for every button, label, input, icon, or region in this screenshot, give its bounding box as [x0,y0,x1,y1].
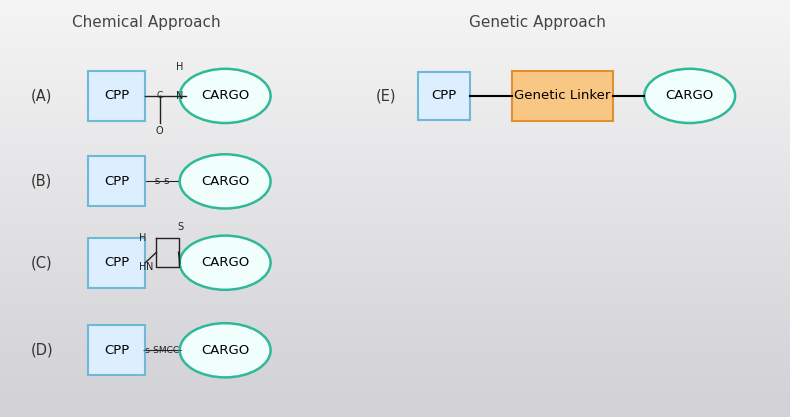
Text: H: H [175,62,183,72]
Text: N: N [175,91,183,101]
FancyBboxPatch shape [88,156,145,206]
Text: (E): (E) [375,88,396,103]
Ellipse shape [644,69,735,123]
Text: CPP: CPP [431,89,457,103]
Ellipse shape [179,69,270,123]
Ellipse shape [179,236,270,290]
Text: CPP: CPP [104,344,130,357]
Text: CARGO: CARGO [665,89,714,103]
Text: CARGO: CARGO [201,175,250,188]
Ellipse shape [179,154,270,208]
Text: CARGO: CARGO [201,256,250,269]
Text: (B): (B) [32,174,52,189]
Text: S: S [178,222,184,232]
FancyBboxPatch shape [88,325,145,375]
Ellipse shape [179,323,270,377]
FancyBboxPatch shape [88,238,145,288]
Text: (D): (D) [31,343,53,358]
Text: Genetic Linker: Genetic Linker [514,89,611,103]
Text: H: H [138,233,146,243]
Text: Chemical Approach: Chemical Approach [72,15,220,30]
Text: -s-SMCC-: -s-SMCC- [142,346,182,355]
FancyBboxPatch shape [88,71,145,121]
FancyBboxPatch shape [512,71,613,121]
Text: CPP: CPP [104,256,130,269]
Text: (A): (A) [31,88,53,103]
FancyBboxPatch shape [418,72,470,120]
Text: CARGO: CARGO [201,89,250,103]
Text: Genetic Approach: Genetic Approach [468,15,606,30]
Text: C: C [156,91,163,100]
Text: (C): (C) [31,255,53,270]
Text: -s-s-: -s-s- [152,176,174,186]
Text: CPP: CPP [104,175,130,188]
Text: N: N [146,262,154,272]
Text: CARGO: CARGO [201,344,250,357]
Text: O: O [156,126,164,136]
Text: CPP: CPP [104,89,130,103]
Text: H: H [138,262,146,272]
